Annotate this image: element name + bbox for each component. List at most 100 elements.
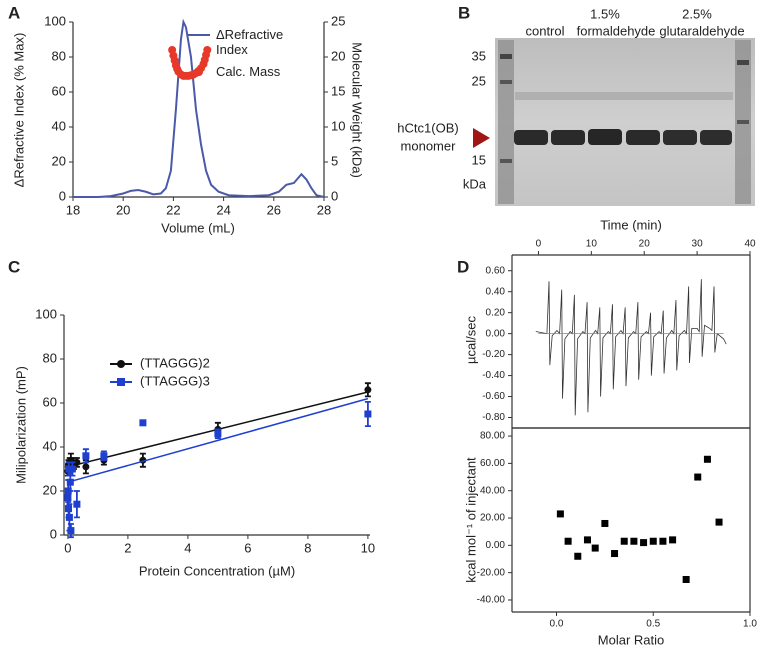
- ladder-lane: [498, 40, 514, 204]
- point: [703, 455, 711, 463]
- point: [65, 465, 73, 473]
- chart-panel: 0.0 0.5 1.0 80.00 60.00 40.00 20.00 0.00 -20.00 -…: [463, 427, 757, 647]
- point: [68, 465, 76, 473]
- gel-band: [626, 130, 660, 145]
- y2-tick-label: 25: [331, 13, 345, 28]
- point: [73, 500, 81, 508]
- ladder-band: [500, 159, 512, 163]
- point: [682, 575, 690, 583]
- y-tick-label: 0.00: [486, 540, 506, 551]
- point: [564, 537, 572, 545]
- lane-label: formaldehyde: [577, 23, 656, 38]
- faint-band: [515, 92, 733, 100]
- point: [659, 537, 667, 545]
- y-tick-label: 0.60: [486, 265, 506, 276]
- legend-label: (TTAGGG)3: [140, 373, 210, 388]
- ladder-band: [737, 60, 749, 65]
- x-axis-label: Volume (mL): [161, 220, 235, 235]
- x-tick-label: 4: [184, 540, 191, 555]
- panel-label: C: [8, 257, 20, 276]
- x-tick-label: 26: [267, 202, 281, 217]
- y-tick-label: 60: [52, 83, 66, 98]
- chart-panel: D 0 10 20 30 40 0.60 0.40 0.20 0.00 -0.20 -0.40 -0.6…: [457, 217, 756, 429]
- y2-tick-label: 15: [331, 83, 345, 98]
- y-tick-label: 40: [43, 438, 57, 453]
- x-tick-label: 8: [304, 540, 311, 555]
- x-tick-label: 0: [64, 540, 71, 555]
- y-tick-label: 0.40: [486, 286, 506, 297]
- ladder-label: 35: [472, 48, 486, 63]
- point: [203, 46, 212, 54]
- point: [364, 386, 372, 394]
- line: [73, 18, 325, 198]
- legend-label: (TTAGGG)2: [140, 355, 210, 370]
- x-tick-label: 30: [692, 239, 704, 250]
- point: [669, 536, 677, 544]
- y-tick-label: -0.60: [482, 391, 505, 402]
- y-tick-label: 0: [50, 526, 57, 541]
- x-tick-label: 6: [244, 540, 251, 555]
- x-tick-label: 24: [216, 202, 230, 217]
- point: [694, 473, 702, 481]
- y-tick-label: 20: [52, 153, 66, 168]
- point: [620, 537, 628, 545]
- y-tick-label: 80: [52, 48, 66, 63]
- point: [66, 478, 74, 486]
- y-tick-label: 0.20: [486, 307, 506, 318]
- x-tick-label: 40: [744, 239, 756, 250]
- x-tick-label: 1.0: [743, 619, 757, 630]
- y-tick-label: -20.00: [477, 567, 506, 578]
- point: [556, 510, 564, 518]
- y2-tick-label: 20: [331, 48, 345, 63]
- x-tick-label: 0.0: [550, 619, 564, 630]
- y-tick-label: 20.00: [480, 513, 505, 524]
- gel-band: [700, 130, 732, 145]
- x-tick-label: 28: [317, 202, 331, 217]
- x-tick-label: 10: [586, 239, 598, 250]
- point: [601, 519, 609, 527]
- panel-label: A: [8, 3, 20, 22]
- x-tick-label: 2: [124, 540, 131, 555]
- band-label: hCtc1(OB): [397, 120, 458, 135]
- point: [640, 539, 648, 547]
- x-axis-label: Protein Concentration (µM): [139, 563, 295, 578]
- x-tick-label: 10: [361, 540, 375, 555]
- gel-image: [495, 38, 755, 206]
- x-tick-label: 20: [116, 202, 130, 217]
- x-axis-label: Molar Ratio: [598, 632, 664, 647]
- chart-panel: A18 20 22 24 26 280204060801000510152025Volum…: [8, 3, 365, 235]
- y2-tick-label: 0: [331, 188, 338, 203]
- y-tick-label: 80: [43, 350, 57, 365]
- gel-band: [588, 129, 622, 145]
- ladder-label: kDa: [463, 176, 487, 191]
- y-tick-label: 0.00: [486, 328, 506, 339]
- gel-panel: B control 1.5% formaldehyde 2.5% glutara…: [397, 3, 755, 206]
- point: [583, 536, 591, 544]
- ladder-band: [500, 80, 512, 84]
- y-tick-label: -0.40: [482, 370, 505, 381]
- y-tick-label: -40.00: [477, 595, 506, 606]
- point: [630, 537, 638, 545]
- point: [214, 430, 222, 438]
- point: [574, 552, 582, 560]
- legend-label: ΔRefractive Index: [216, 27, 284, 57]
- point: [117, 360, 125, 368]
- lane-label: glutaraldehyde: [659, 23, 744, 38]
- point: [82, 452, 90, 460]
- point: [611, 550, 619, 558]
- y-tick-label: 20: [43, 482, 57, 497]
- point: [82, 463, 90, 471]
- panel-label: D: [457, 257, 469, 276]
- y-tick-label: 80.00: [480, 431, 505, 442]
- ladder-label: 15: [472, 152, 486, 167]
- point: [139, 419, 147, 427]
- point: [65, 513, 73, 521]
- legend-label: Calc. Mass: [216, 64, 281, 79]
- x-axis-label: Time (min): [600, 217, 662, 232]
- y2-tick-label: 10: [331, 118, 345, 133]
- y-tick-label: -0.20: [482, 349, 505, 360]
- y-tick-label: 60.00: [480, 458, 505, 469]
- point: [67, 527, 75, 535]
